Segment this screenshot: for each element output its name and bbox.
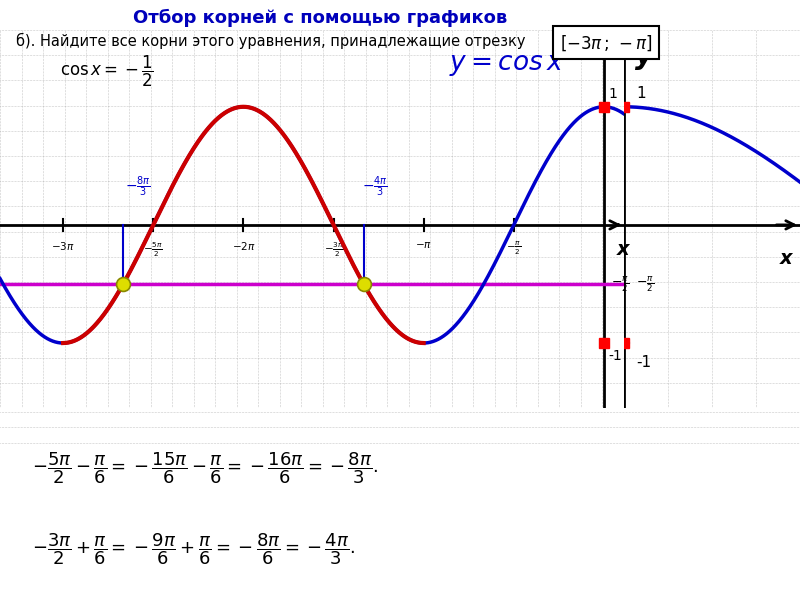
Text: б). Найдите все корни этого уравнения, принадлежащие отрезку: б). Найдите все корни этого уравнения, п… bbox=[16, 33, 526, 49]
Text: $-3\pi$: $-3\pi$ bbox=[51, 240, 75, 252]
Text: $\left[-3\pi\,;\,-\pi\right]$: $\left[-3\pi\,;\,-\pi\right]$ bbox=[560, 33, 653, 53]
Text: $y = cos\,x$: $y = cos\,x$ bbox=[449, 52, 564, 79]
Text: x: x bbox=[617, 240, 629, 259]
Text: $-\frac{5\pi}{2}$: $-\frac{5\pi}{2}$ bbox=[143, 240, 163, 259]
Text: $-\frac{\pi}{2}$: $-\frac{\pi}{2}$ bbox=[611, 274, 629, 293]
Text: $-\frac{3\pi}{2}$: $-\frac{3\pi}{2}$ bbox=[324, 240, 343, 259]
Text: $-\frac{4\pi}{3}$: $-\frac{4\pi}{3}$ bbox=[362, 175, 388, 199]
Text: 1: 1 bbox=[636, 86, 646, 101]
Text: Отбор корней с помощью графиков: Отбор корней с помощью графиков bbox=[133, 9, 507, 27]
Text: $-\frac{8\pi}{3}$: $-\frac{8\pi}{3}$ bbox=[125, 175, 150, 199]
Text: y: y bbox=[607, 36, 622, 56]
Text: x: x bbox=[780, 248, 792, 268]
Text: $-2\pi$: $-2\pi$ bbox=[231, 240, 255, 252]
Text: $-\pi$: $-\pi$ bbox=[415, 240, 432, 250]
Text: -1: -1 bbox=[636, 355, 651, 370]
Text: $-\dfrac{3\pi}{2} + \dfrac{\pi}{6} = -\dfrac{9\pi}{6} + \dfrac{\pi}{6} = -\dfrac: $-\dfrac{3\pi}{2} + \dfrac{\pi}{6} = -\d… bbox=[32, 531, 355, 566]
Text: $-\frac{\pi}{2}$: $-\frac{\pi}{2}$ bbox=[506, 240, 522, 257]
Text: $\cos x = -\dfrac{1}{2}$: $\cos x = -\dfrac{1}{2}$ bbox=[60, 54, 154, 89]
Text: -1: -1 bbox=[609, 349, 622, 363]
Text: y: y bbox=[634, 42, 653, 70]
Text: 1: 1 bbox=[609, 87, 618, 101]
Text: $-\frac{\pi}{2}$: $-\frac{\pi}{2}$ bbox=[636, 274, 654, 293]
Text: $-\dfrac{5\pi}{2} - \dfrac{\pi}{6} = -\dfrac{15\pi}{6} - \dfrac{\pi}{6} = -\dfra: $-\dfrac{5\pi}{2} - \dfrac{\pi}{6} = -\d… bbox=[32, 450, 378, 486]
